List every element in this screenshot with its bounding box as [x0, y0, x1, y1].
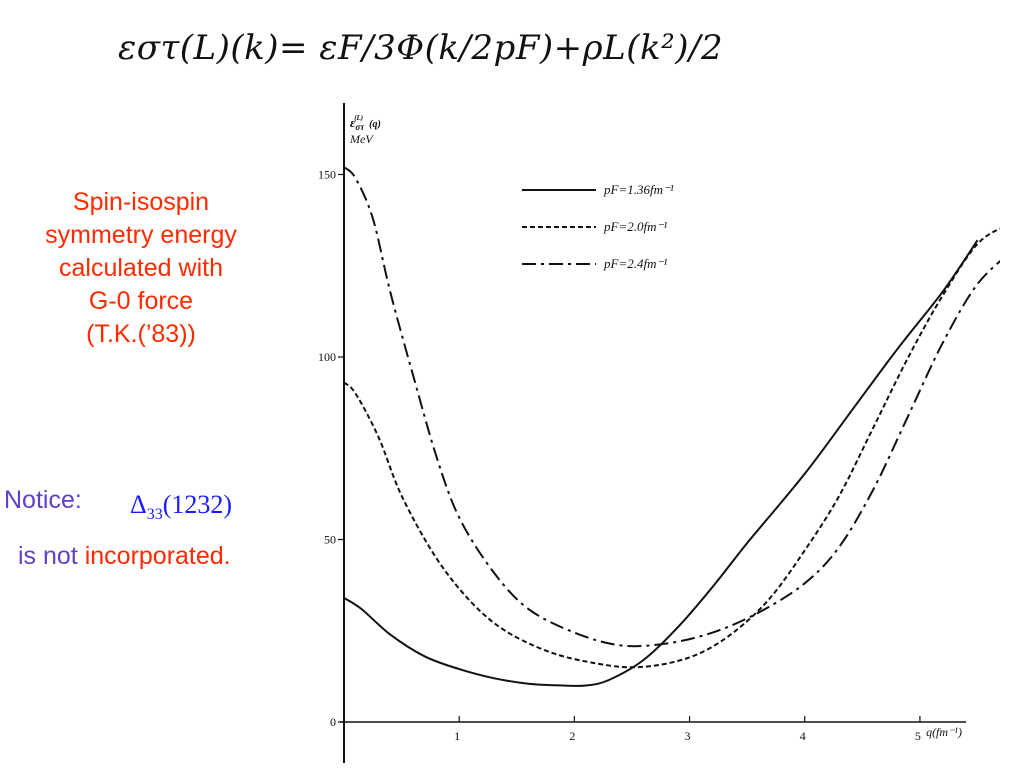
x-axis-label: q(fm⁻¹)	[926, 725, 962, 739]
not-word: is not	[18, 542, 85, 570]
notice-label: Notice:	[4, 486, 82, 514]
delta-resonance: Δ33(1232)	[130, 490, 232, 524]
delta-mass: (1232)	[162, 490, 233, 519]
y-tick-label: 50	[324, 533, 336, 547]
y-tick-label: 150	[318, 168, 336, 182]
delta-subscript: 33	[146, 506, 163, 524]
incorporated-word: incorporated.	[84, 542, 231, 570]
series-line-1	[343, 239, 979, 687]
delta-symbol: Δ	[130, 490, 147, 519]
legend-label-1: pF=1.36fm⁻¹	[603, 182, 674, 197]
description-line-1: Spin-isospin	[72, 188, 210, 216]
description-line-2: symmetry energy	[45, 221, 237, 249]
formula-heading: εστ(L)(k)= εF/3Φ(k/2pF)+ρL(k²)/2	[118, 28, 724, 68]
y-tick-label: 0	[330, 715, 336, 729]
x-tick-label: 1	[454, 729, 460, 743]
not-incorporated-text: is not incorporated.	[18, 542, 231, 571]
description-line-3: calculated with	[59, 254, 223, 282]
symmetry-energy-chart: 0 50 100 150 1 2 3 4 5 pF=1.36fm⁻¹ pF=2.0fm⁻¹ pF=2…	[318, 103, 1000, 763]
y-axis-unit: MeV	[349, 132, 374, 146]
x-tick-label: 2	[569, 729, 575, 743]
series-line-2	[343, 227, 1000, 669]
description-text: Spin-isospin symmetry energy calculated …	[0, 186, 282, 351]
legend-label-2: pF=2.0fm⁻¹	[603, 219, 667, 234]
y-axis-label: εστ(L)(q)	[350, 114, 381, 132]
series-line-3	[343, 166, 1000, 648]
legend-label-3: pF=2.4fm⁻¹	[603, 256, 667, 271]
x-tick-label: 3	[685, 729, 691, 743]
x-tick-label: 5	[915, 729, 921, 743]
description-line-4: G-0 force	[88, 287, 194, 315]
y-tick-label: 100	[318, 350, 336, 364]
description-line-5: (T.K.(’83))	[86, 320, 196, 348]
x-tick-label: 4	[800, 729, 806, 743]
